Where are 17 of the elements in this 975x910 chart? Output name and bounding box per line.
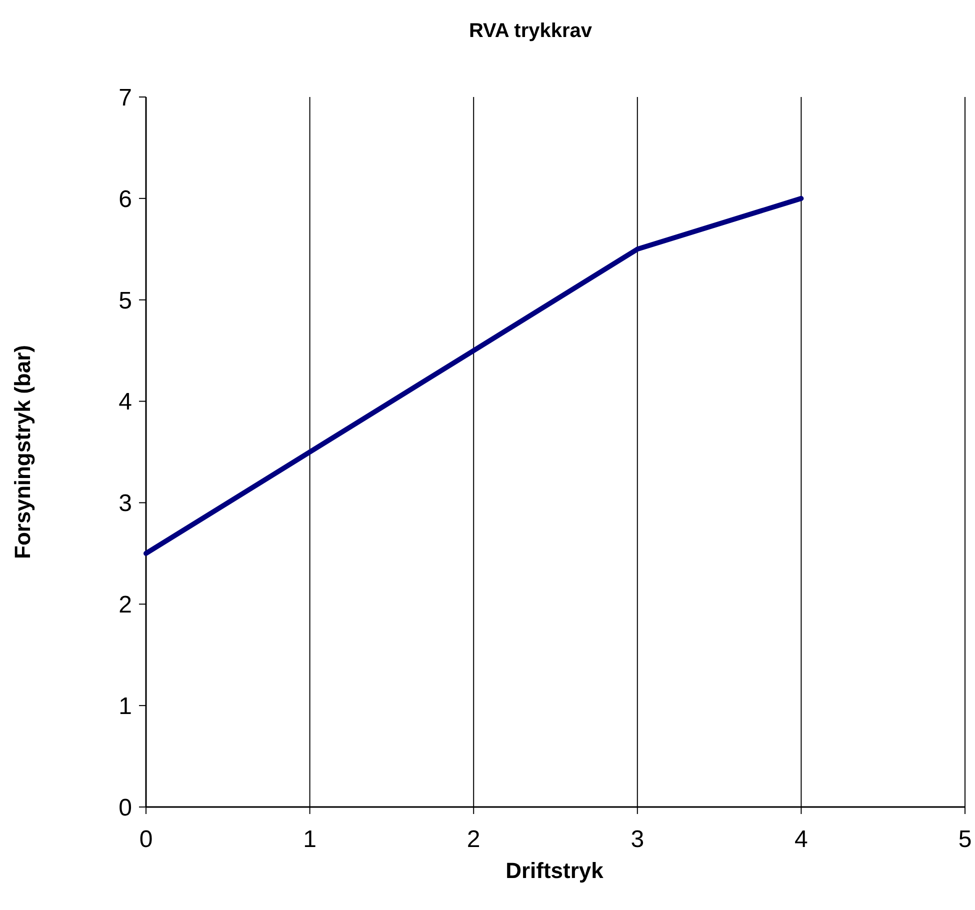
y-axis-title: Forsyningstryk (bar) <box>10 345 35 559</box>
y-tick-label: 7 <box>118 84 132 112</box>
y-tick-label: 5 <box>118 287 132 314</box>
y-tick-label: 3 <box>118 490 132 518</box>
y-tick-label: 0 <box>118 794 132 822</box>
x-tick-label: 0 <box>139 826 153 853</box>
y-tick-label: 4 <box>118 388 132 416</box>
y-tick-label: 1 <box>118 692 132 720</box>
x-axis-title: Driftstryk <box>506 858 604 883</box>
chart-title: RVA trykkrav <box>468 20 593 42</box>
x-tick-label: 5 <box>958 826 972 853</box>
x-tick-label: 3 <box>630 826 644 853</box>
x-tick-label: 1 <box>303 826 316 853</box>
y-tick-label: 6 <box>118 186 132 213</box>
x-tick-label: 2 <box>466 826 480 853</box>
y-tick-label: 2 <box>118 592 132 619</box>
x-tick-label: 4 <box>794 826 808 853</box>
